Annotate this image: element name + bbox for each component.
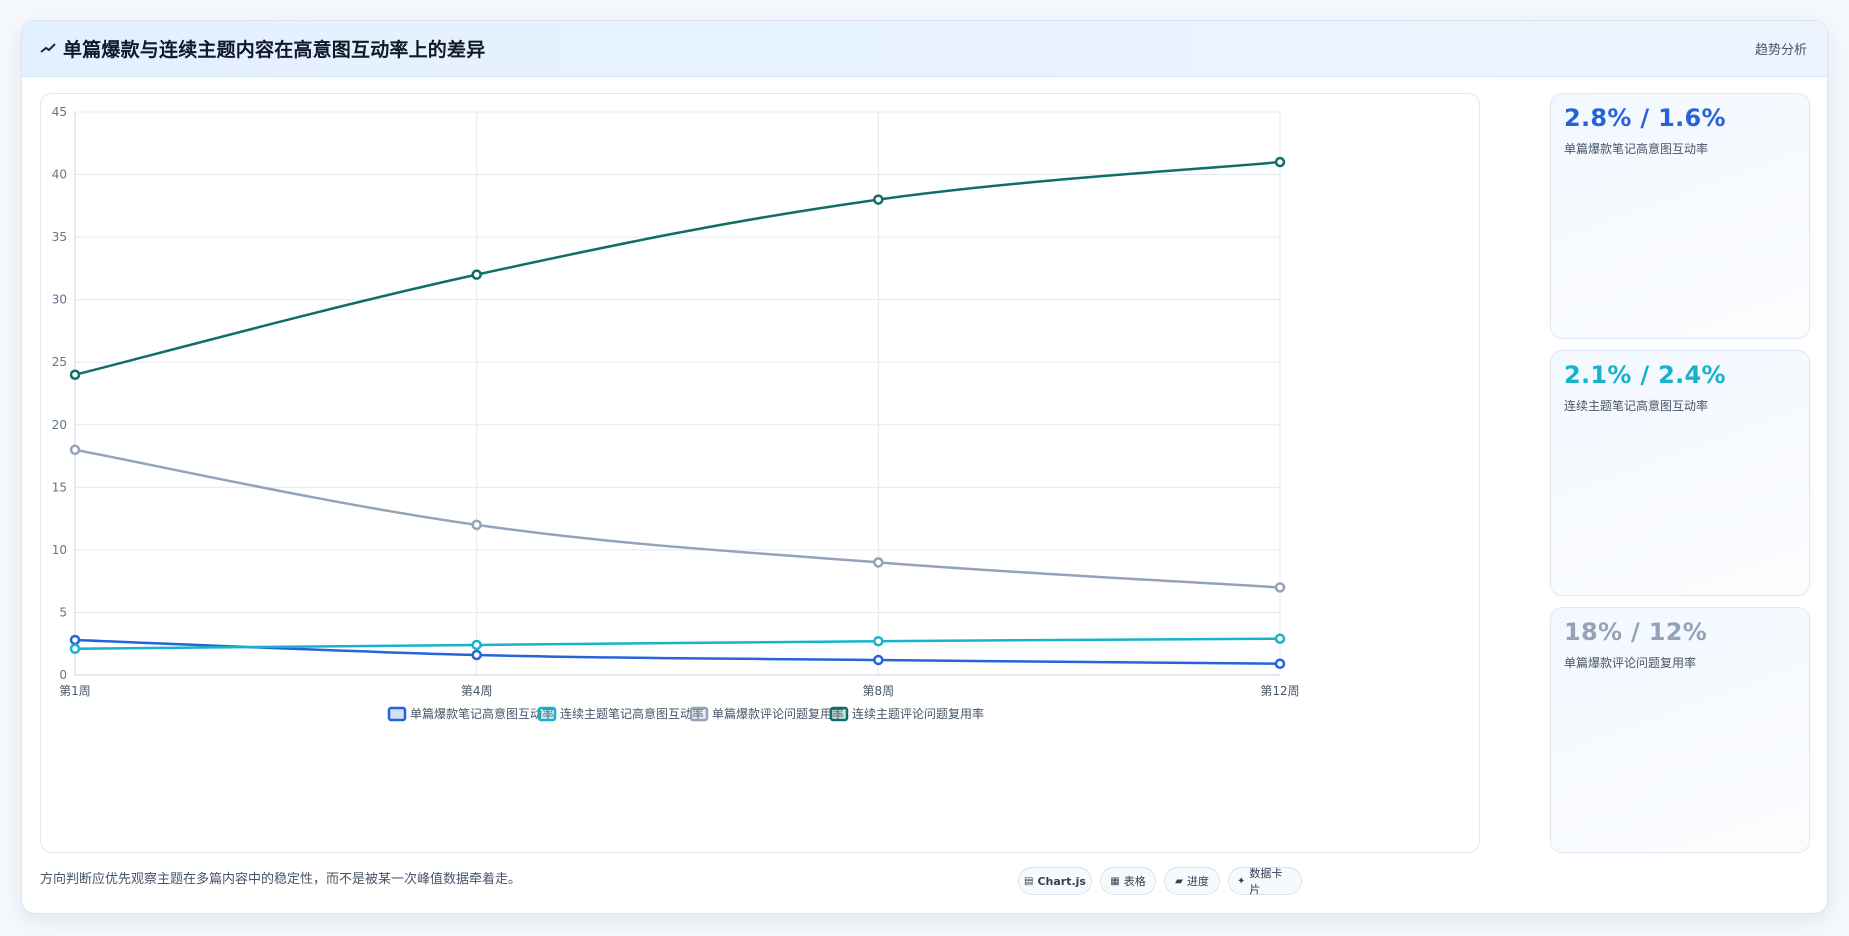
y-tick-label: 25 <box>52 355 67 369</box>
x-tick-label: 第1周 <box>59 684 91 698</box>
legend-label: 连续主题评论问题复用率 <box>852 706 984 721</box>
data-point <box>471 269 482 280</box>
legend-swatch <box>829 706 849 722</box>
chart-card: 0 5 10 15 20 25 30 35 40 45 第1周 第4周 第8周 第12周单篇爆款笔记高意图… <box>40 93 1480 853</box>
x-tick-label: 第12周 <box>1260 684 1299 698</box>
insight-panel: 单篇爆款与连续主题内容在高意图互动率上的差异 趋势分析 0 5 10 15 20 25 30… <box>21 20 1828 914</box>
y-tick-label: 20 <box>52 418 67 432</box>
stat-value: 18% / 12% <box>1564 618 1708 646</box>
data-point <box>1274 658 1286 669</box>
data-point <box>471 519 482 531</box>
legend-swatch <box>387 706 407 722</box>
legend-label: 单篇爆款评论问题复用率 <box>712 706 844 721</box>
trend-analysis-tag: 趋势分析 <box>1754 43 1807 58</box>
legend-label: 单篇爆款笔记高意图互动率 <box>410 706 554 721</box>
stat-card-comment-reuse: 18% / 12% 单篇爆款评论问题复用率 <box>1550 607 1810 853</box>
data-card-button[interactable]: ✦ 数据卡片 <box>1228 867 1302 896</box>
button-label: 数据卡片 <box>1249 867 1283 896</box>
stat-label: 单篇爆款评论问题复用率 <box>1564 656 1697 670</box>
data-point <box>69 444 81 456</box>
y-tick-label: 10 <box>52 543 67 557</box>
panel-header: 单篇爆款与连续主题内容在高意图互动率上的差异 趋势分析 <box>22 21 1827 77</box>
button-label: 进度 <box>1186 875 1209 888</box>
line-chart: 0 5 10 15 20 25 30 35 40 45 第1周 第4周 第8周 第12周单篇爆款笔记高意图… <box>52 105 1300 722</box>
y-tick-label: 40 <box>52 168 67 182</box>
stat-value: 2.8% / 1.6% <box>1564 104 1726 132</box>
data-point <box>873 194 884 205</box>
y-tick-label: 5 <box>59 605 67 619</box>
stat-label: 单篇爆款笔记高意图互动率 <box>1564 142 1709 156</box>
y-tick-label: 45 <box>52 105 67 119</box>
data-point <box>873 557 884 568</box>
data-point <box>873 635 884 647</box>
data-point <box>471 649 482 661</box>
chart-trend-icon <box>40 43 56 53</box>
series-line <box>74 160 1281 376</box>
data-point <box>1274 582 1286 593</box>
button-label: 表格 <box>1123 875 1146 888</box>
data-point <box>1274 633 1286 644</box>
data-point <box>69 643 81 654</box>
y-tick-label: 0 <box>59 668 67 682</box>
y-tick-label: 15 <box>52 480 67 494</box>
data-point <box>873 654 884 666</box>
page-title: 单篇爆款与连续主题内容在高意图互动率上的差异 <box>63 39 486 61</box>
legend-swatch <box>689 706 709 722</box>
x-tick-label: 第8周 <box>863 684 895 698</box>
stat-card-continuous-theme: 2.1% / 2.4% 连续主题笔记高意图互动率 <box>1550 350 1810 596</box>
card-icon: ✦ <box>1237 875 1246 887</box>
footer-note: 方向判断应优先观察主题在多篇内容中的稳定性，而不是被某一次峰值数据牵着走。 <box>40 872 522 887</box>
table-button[interactable]: ▦ 表格 <box>1100 867 1156 895</box>
x-tick-label: 第4周 <box>461 684 493 698</box>
stat-label: 连续主题笔记高意图互动率 <box>1564 399 1709 413</box>
y-tick-label: 30 <box>52 293 67 307</box>
progress-icon: ▰ <box>1175 875 1183 887</box>
stat-value: 2.1% / 2.4% <box>1564 361 1726 389</box>
data-point <box>471 639 482 651</box>
y-tick-label: 35 <box>52 230 67 244</box>
legend-label: 连续主题笔记高意图互动率 <box>560 706 704 721</box>
data-point <box>69 634 81 646</box>
series-line <box>74 448 1281 589</box>
data-point <box>69 369 81 380</box>
stat-card-single-hit: 2.8% / 1.6% 单篇爆款笔记高意图互动率 <box>1550 93 1810 339</box>
chartjs-button[interactable]: ▤ Chart.js <box>1018 867 1092 895</box>
progress-button[interactable]: ▰ 进度 <box>1164 867 1220 895</box>
series-line <box>74 637 1281 650</box>
legend-swatch <box>537 706 557 722</box>
table-icon: ▦ <box>1110 875 1120 887</box>
button-label: Chart.js <box>1037 874 1086 888</box>
chart-icon: ▤ <box>1024 875 1034 887</box>
data-point <box>1274 156 1286 168</box>
